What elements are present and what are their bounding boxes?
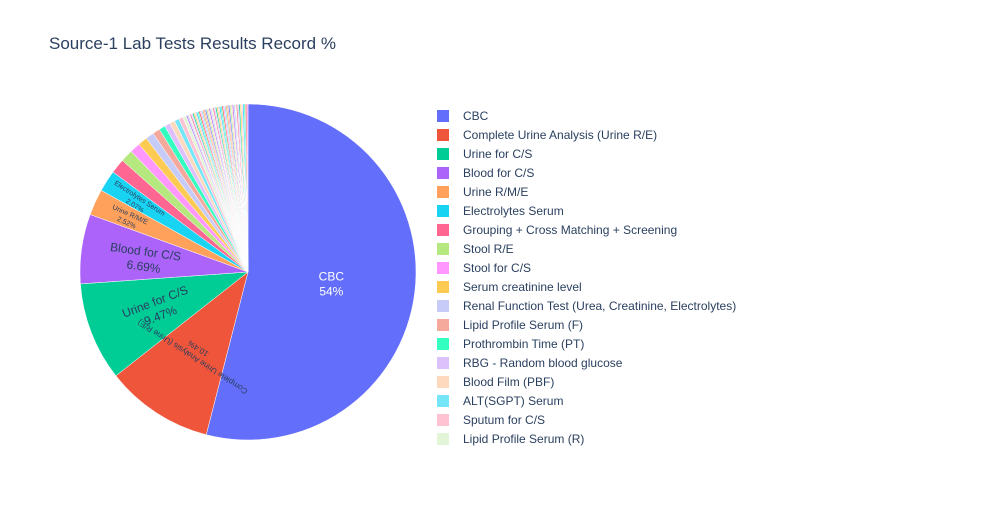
legend-swatch [437,280,449,293]
legend-label: Stool R/E [463,241,514,256]
legend-item-alt-sgpt-serum[interactable]: ALT(SGPT) Serum [437,391,736,410]
legend-item-cbc[interactable]: CBC [437,106,736,125]
legend-item-sputum-for-c-s[interactable]: Sputum for C/S [437,410,736,429]
legend-label: Urine for C/S [463,146,533,161]
legend-swatch [437,299,449,312]
legend-item-stool-r-e[interactable]: Stool R/E [437,239,736,258]
legend-swatch [437,242,449,255]
legend-swatch [437,375,449,388]
legend-label: Grouping + Cross Matching + Screening [463,222,678,237]
legend-swatch [437,413,449,426]
legend-item-urine-for-c-s[interactable]: Urine for C/S [437,144,736,163]
slice-label-percent: 6.69% [126,257,162,276]
legend-item-lipid-profile-serum-f[interactable]: Lipid Profile Serum (F) [437,315,736,334]
pie-slice-minor[interactable] [246,103,249,273]
legend-item-blood-for-c-s[interactable]: Blood for C/S [437,163,736,182]
pie-slice-urine-for-c-s[interactable] [80,271,249,377]
legend-item-stool-for-c-s[interactable]: Stool for C/S [437,258,736,277]
legend-label: Serum creatinine level [463,279,582,294]
pie-slices [79,103,417,441]
legend-label: Blood for C/S [463,165,535,180]
legend-label: ALT(SGPT) Serum [463,393,564,408]
legend-swatch [437,318,449,331]
legend-item-urine-r-m-e[interactable]: Urine R/M/E [437,182,736,201]
legend-item-rbg-random-blood-glucose[interactable]: RBG - Random blood glucose [437,353,736,372]
legend-swatch [437,128,449,141]
legend-label: RBG - Random blood glucose [463,355,623,370]
legend-label: Electrolytes Serum [463,203,564,218]
legend-swatch [437,185,449,198]
legend-item-complete-urine-analysis-urine-r-e[interactable]: Complete Urine Analysis (Urine R/E) [437,125,736,144]
legend-swatch [437,166,449,179]
legend-swatch [437,261,449,274]
legend: CBC Complete Urine Analysis (Urine R/E) Ur… [437,106,736,448]
legend-label: Blood Film (PBF) [463,374,555,389]
pie-slice-complete-urine-analysis-urine-r-e[interactable] [115,271,249,436]
legend-swatch [437,356,449,369]
chart-title: Source-1 Lab Tests Results Record % [49,34,336,53]
pie-tail-slices [185,103,249,273]
legend-swatch [437,394,449,407]
legend-item-renal-function-test-urea-creatinine-electrolytes[interactable]: Renal Function Test (Urea, Creatinine, E… [437,296,736,315]
legend-swatch [437,204,449,217]
slice-label-percent: 54% [319,285,343,299]
legend-item-electrolytes-serum[interactable]: Electrolytes Serum [437,201,736,220]
legend-swatch [437,223,449,236]
legend-item-grouping-cross-matching-screening[interactable]: Grouping + Cross Matching + Screening [437,220,736,239]
legend-label: Stool for C/S [463,260,532,275]
legend-item-prothrombin-time-pt[interactable]: Prothrombin Time (PT) [437,334,736,353]
legend-label: CBC [463,108,489,123]
legend-label: Lipid Profile Serum (R) [463,431,585,446]
legend-item-blood-film-pbf[interactable]: Blood Film (PBF) [437,372,736,391]
legend-item-serum-creatinine-level[interactable]: Serum creatinine level [437,277,736,296]
legend-label: Complete Urine Analysis (Urine R/E) [463,127,658,142]
slice-label-name: CBC [319,270,345,284]
legend-swatch [437,109,449,122]
legend-label: Prothrombin Time (PT) [463,336,585,351]
legend-item-lipid-profile-serum-r[interactable]: Lipid Profile Serum (R) [437,429,736,448]
legend-swatch [437,147,449,160]
legend-swatch [437,432,449,445]
legend-swatch [437,337,449,350]
legend-label: Sputum for C/S [463,412,546,427]
legend-label: Lipid Profile Serum (F) [463,317,584,332]
legend-label: Renal Function Test (Urea, Creatinine, E… [463,298,737,313]
legend-label: Urine R/M/E [463,184,529,199]
pie-slice-cbc[interactable] [205,103,417,441]
